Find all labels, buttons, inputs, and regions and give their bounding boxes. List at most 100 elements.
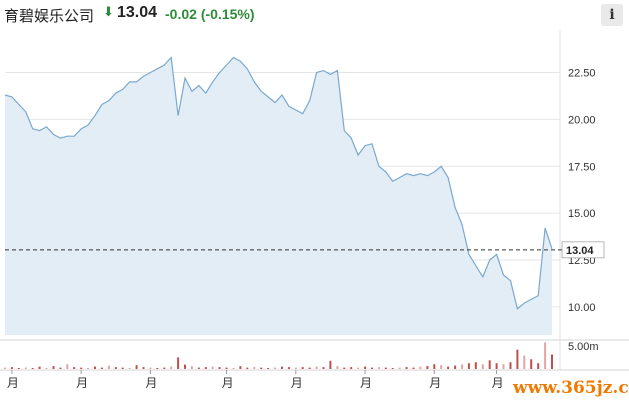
volume-bar [260, 367, 263, 369]
volume-bar [170, 366, 173, 369]
volume-bar [516, 349, 519, 369]
volume-bar [447, 366, 450, 369]
volume-bar [377, 367, 380, 369]
volume-bar [461, 364, 463, 369]
volume-bar [149, 367, 152, 369]
volume-bar [308, 367, 311, 369]
volume-bar [350, 367, 353, 369]
volume-bar [52, 366, 55, 369]
volume-bar [142, 367, 145, 369]
volume-bar [467, 363, 470, 369]
y-tick-label: 20.00 [568, 114, 596, 126]
volume-bar [156, 368, 159, 369]
price-chart: 22.5020.0017.5015.0012.5010.0013.045.00m… [0, 30, 629, 390]
volume-bar [87, 368, 90, 369]
volume-bar [371, 367, 373, 369]
volume-bar [274, 367, 276, 369]
watermark-text: www.365jz.com [513, 378, 629, 398]
volume-bar [530, 359, 533, 369]
volume-bar [45, 368, 48, 369]
volume-bar [329, 360, 332, 369]
volume-bar [419, 366, 422, 369]
volume-bar [73, 367, 76, 369]
volume-bar [10, 367, 13, 369]
volume-bar [502, 364, 505, 369]
down-arrow-icon: ⬇ [103, 4, 114, 19]
volume-bar [267, 368, 270, 369]
volume-bar [454, 365, 457, 369]
volume-bar [384, 367, 387, 369]
volume-bar [440, 365, 443, 369]
volume-bar [412, 367, 415, 369]
x-tick-label: 月 [222, 376, 234, 390]
volume-bar [488, 360, 491, 369]
volume-bar [433, 364, 436, 369]
volume-bar [94, 366, 96, 369]
volume-bar [239, 366, 242, 369]
volume-bar [107, 365, 110, 369]
volume-bar [391, 368, 394, 369]
volume-scale-label: 5.00m [568, 341, 599, 353]
volume-bar [190, 366, 193, 369]
volume-bar [114, 367, 117, 369]
volume-bar [343, 367, 346, 369]
volume-bar [197, 367, 200, 369]
y-tick-label: 15.00 [568, 208, 596, 220]
volume-bar [551, 354, 553, 369]
volume-bar [135, 365, 138, 369]
x-tick-label: 月 [76, 376, 88, 390]
change-value: -0.02 [165, 6, 197, 22]
volume-bar [294, 367, 297, 369]
volume-bar [474, 362, 477, 369]
volume-bar [38, 366, 41, 369]
volume-bar [211, 366, 214, 369]
volume-bar [336, 366, 339, 369]
volume-bar [246, 367, 249, 369]
x-tick-label: 月 [360, 376, 372, 390]
info-icon[interactable]: i [601, 4, 623, 26]
volume-bar [523, 355, 526, 369]
volume-bar [481, 364, 484, 369]
x-tick-label: 月 [7, 376, 19, 390]
volume-bar [537, 363, 540, 369]
current-price-tag [561, 241, 605, 259]
volume-bar [17, 368, 20, 369]
volume-bar [253, 367, 256, 369]
volume-bar [398, 367, 401, 369]
volume-bar [177, 357, 180, 369]
volume-bar [66, 364, 69, 369]
volume-bar [163, 367, 166, 369]
last-price: 13.04 [117, 4, 158, 21]
volume-bar [31, 368, 34, 369]
volume-bar [225, 367, 228, 369]
volume-bar [121, 367, 124, 369]
volume-bar [322, 367, 325, 369]
volume-bar [59, 367, 62, 369]
volume-bar [364, 366, 367, 369]
change-percent: (-0.15%) [200, 6, 255, 22]
current-price-label: 13.04 [566, 245, 594, 257]
quote-header: 育碧娱乐公司 ⬇ 13.04 -0.02 (-0.15%) i [0, 0, 629, 30]
volume-bar [426, 366, 429, 369]
volume-bar [405, 367, 408, 369]
x-tick-label: 月 [492, 376, 504, 390]
volume-bar [287, 367, 290, 369]
volume-bar [301, 367, 304, 369]
volume-bar [495, 363, 498, 369]
volume-bar [232, 368, 235, 369]
x-tick-label: 月 [291, 376, 303, 390]
volume-bar [4, 367, 6, 369]
volume-bar [218, 367, 221, 369]
volume-bar [204, 367, 207, 369]
volume-bar [80, 367, 83, 369]
volume-bar [281, 366, 283, 369]
volume-bar [128, 368, 131, 369]
x-tick-label: 月 [429, 376, 441, 390]
volume-bar [184, 364, 186, 369]
company-name: 育碧娱乐公司 [4, 8, 95, 25]
price-line [4, 56, 553, 310]
y-tick-label: 22.50 [568, 68, 596, 80]
volume-bar [544, 342, 547, 369]
y-tick-label: 17.50 [568, 161, 596, 173]
volume-bar [357, 367, 360, 369]
